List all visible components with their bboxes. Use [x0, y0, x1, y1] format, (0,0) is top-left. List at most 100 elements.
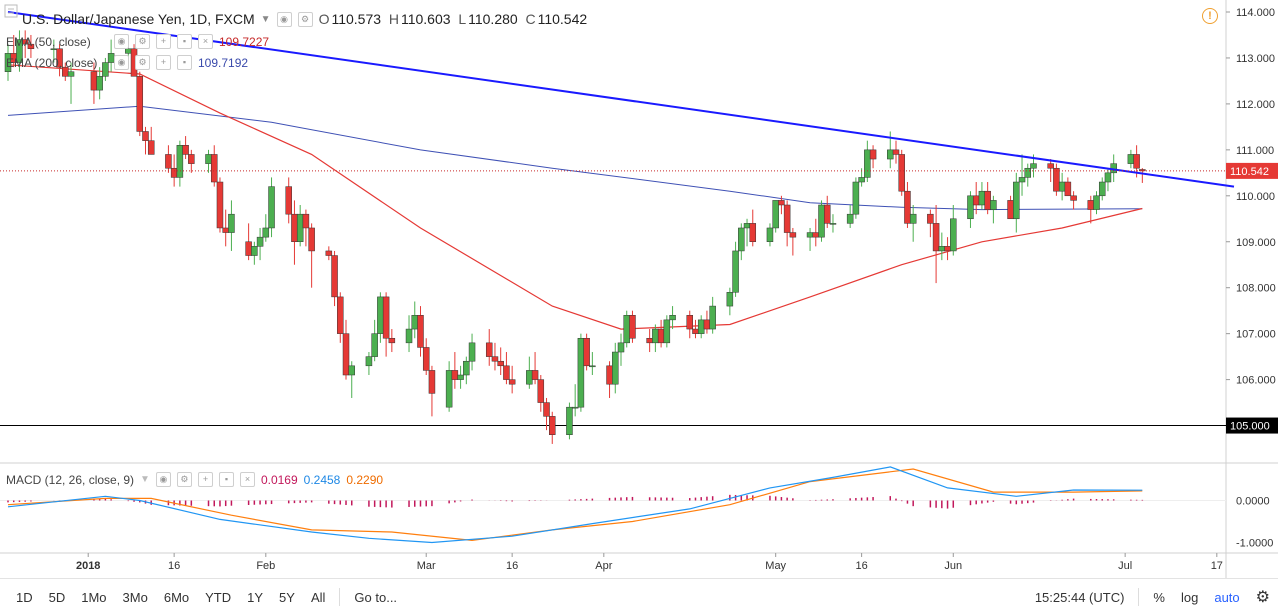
candle-body[interactable]: [606, 365, 613, 385]
candle-body[interactable]: [898, 154, 905, 192]
candle-body[interactable]: [377, 296, 384, 334]
candle-body[interactable]: [422, 347, 430, 371]
candle-body[interactable]: [411, 315, 419, 330]
candle-body[interactable]: [617, 342, 625, 353]
candle-body[interactable]: [823, 204, 831, 224]
settings-icon[interactable]: ⚙: [135, 34, 150, 49]
drag-handle-icon[interactable]: [4, 4, 18, 18]
candle-body[interactable]: [531, 370, 539, 380]
candle-body[interactable]: [686, 315, 693, 330]
candle-body[interactable]: [348, 365, 355, 376]
more-icon[interactable]: ▪: [218, 472, 234, 487]
candle-body[interactable]: [697, 319, 705, 334]
candle-body[interactable]: [125, 48, 132, 54]
candle-body[interactable]: [497, 360, 504, 367]
candle-body[interactable]: [990, 200, 997, 210]
candle-body[interactable]: [967, 195, 974, 220]
candle-body[interactable]: [743, 223, 751, 229]
candle-body[interactable]: [165, 154, 172, 169]
candle-body[interactable]: [1007, 200, 1014, 220]
settings-icon[interactable]: ⚙: [176, 472, 192, 487]
eye-icon[interactable]: ◉: [276, 11, 292, 27]
candle-body[interactable]: [388, 337, 396, 344]
candle-body[interactable]: [629, 315, 636, 339]
candle-body[interactable]: [308, 227, 315, 252]
candle-body[interactable]: [950, 218, 957, 252]
candle-body[interactable]: [228, 213, 235, 233]
candle-body[interactable]: [325, 250, 333, 256]
candle-body[interactable]: [136, 76, 144, 132]
candle-body[interactable]: [245, 241, 252, 256]
candle-body[interactable]: [342, 333, 350, 376]
candle-body[interactable]: [188, 154, 195, 164]
candle-body[interactable]: [405, 328, 413, 344]
candle-body[interactable]: [337, 296, 344, 334]
candle-body[interactable]: [944, 246, 951, 252]
candle-body[interactable]: [96, 76, 103, 91]
candle-body[interactable]: [205, 154, 212, 164]
candle-body[interactable]: [858, 177, 865, 183]
add-icon[interactable]: +: [156, 34, 171, 49]
gear-icon[interactable]: ⚙: [1255, 589, 1270, 606]
price-chart[interactable]: 114.000 113.000 112.000 111.000 110.000 109.0…: [0, 0, 1278, 578]
candle-body[interactable]: [1139, 169, 1146, 172]
candle-body[interactable]: [508, 379, 516, 385]
candle-body[interactable]: [846, 213, 854, 224]
candle-body[interactable]: [291, 213, 298, 242]
range-all-button[interactable]: All: [310, 589, 326, 605]
candle-body[interactable]: [909, 213, 917, 224]
candle-body[interactable]: [210, 154, 218, 183]
candle-body[interactable]: [571, 406, 579, 409]
candle-body[interactable]: [663, 319, 671, 344]
candle-body[interactable]: [972, 195, 980, 206]
chevron-down-icon[interactable]: ▼: [140, 474, 150, 485]
candle-body[interactable]: [1087, 200, 1095, 210]
candle-body[interactable]: [251, 246, 258, 256]
candle-body[interactable]: [692, 328, 699, 334]
candle-body[interactable]: [537, 379, 545, 403]
candle-body[interactable]: [485, 342, 493, 357]
candle-body[interactable]: [887, 149, 894, 160]
range-5y-button[interactable]: 5Y: [279, 589, 295, 605]
candle-body[interactable]: [549, 416, 556, 435]
range-6mo-button[interactable]: 6Mo: [163, 589, 190, 605]
range-5d-button[interactable]: 5D: [48, 589, 66, 605]
range-1mo-button[interactable]: 1Mo: [81, 589, 107, 605]
candle-body[interactable]: [262, 227, 270, 238]
goto-button[interactable]: Go to...: [354, 589, 398, 605]
candle-body[interactable]: [142, 131, 149, 141]
candle-body[interactable]: [1013, 181, 1020, 220]
close-icon[interactable]: ×: [198, 34, 213, 49]
candle-body[interactable]: [382, 296, 390, 339]
settings-icon[interactable]: ⚙: [135, 55, 150, 70]
candle-body[interactable]: [285, 186, 292, 215]
candle-body[interactable]: [21, 39, 29, 45]
candle-body[interactable]: [612, 351, 619, 385]
candle-body[interactable]: [457, 374, 464, 380]
candle-body[interactable]: [583, 337, 590, 367]
candle-body[interactable]: [176, 145, 184, 178]
candle-body[interactable]: [256, 236, 264, 247]
candle-body[interactable]: [869, 149, 877, 160]
candle-body[interactable]: [829, 223, 837, 225]
candle-body[interactable]: [1030, 163, 1037, 169]
candle-body[interactable]: [766, 227, 774, 242]
candle-body[interactable]: [1104, 172, 1112, 183]
percent-toggle[interactable]: %: [1153, 589, 1165, 605]
candle-body[interactable]: [749, 223, 757, 242]
candle-body[interactable]: [216, 181, 224, 229]
candle-body[interactable]: [90, 71, 98, 91]
candle-body[interactable]: [932, 223, 940, 252]
range-1d-button[interactable]: 1D: [16, 589, 33, 605]
candle-body[interactable]: [904, 190, 911, 224]
candle-body[interactable]: [703, 319, 711, 330]
candle-body[interactable]: [646, 337, 653, 344]
candle-body[interactable]: [1070, 195, 1077, 201]
candle-body[interactable]: [371, 333, 378, 357]
candle-body[interactable]: [222, 227, 229, 233]
candle-body[interactable]: [669, 315, 676, 321]
candle-body[interactable]: [577, 337, 585, 408]
candle-body[interactable]: [806, 232, 814, 238]
candle-body[interactable]: [938, 246, 946, 252]
